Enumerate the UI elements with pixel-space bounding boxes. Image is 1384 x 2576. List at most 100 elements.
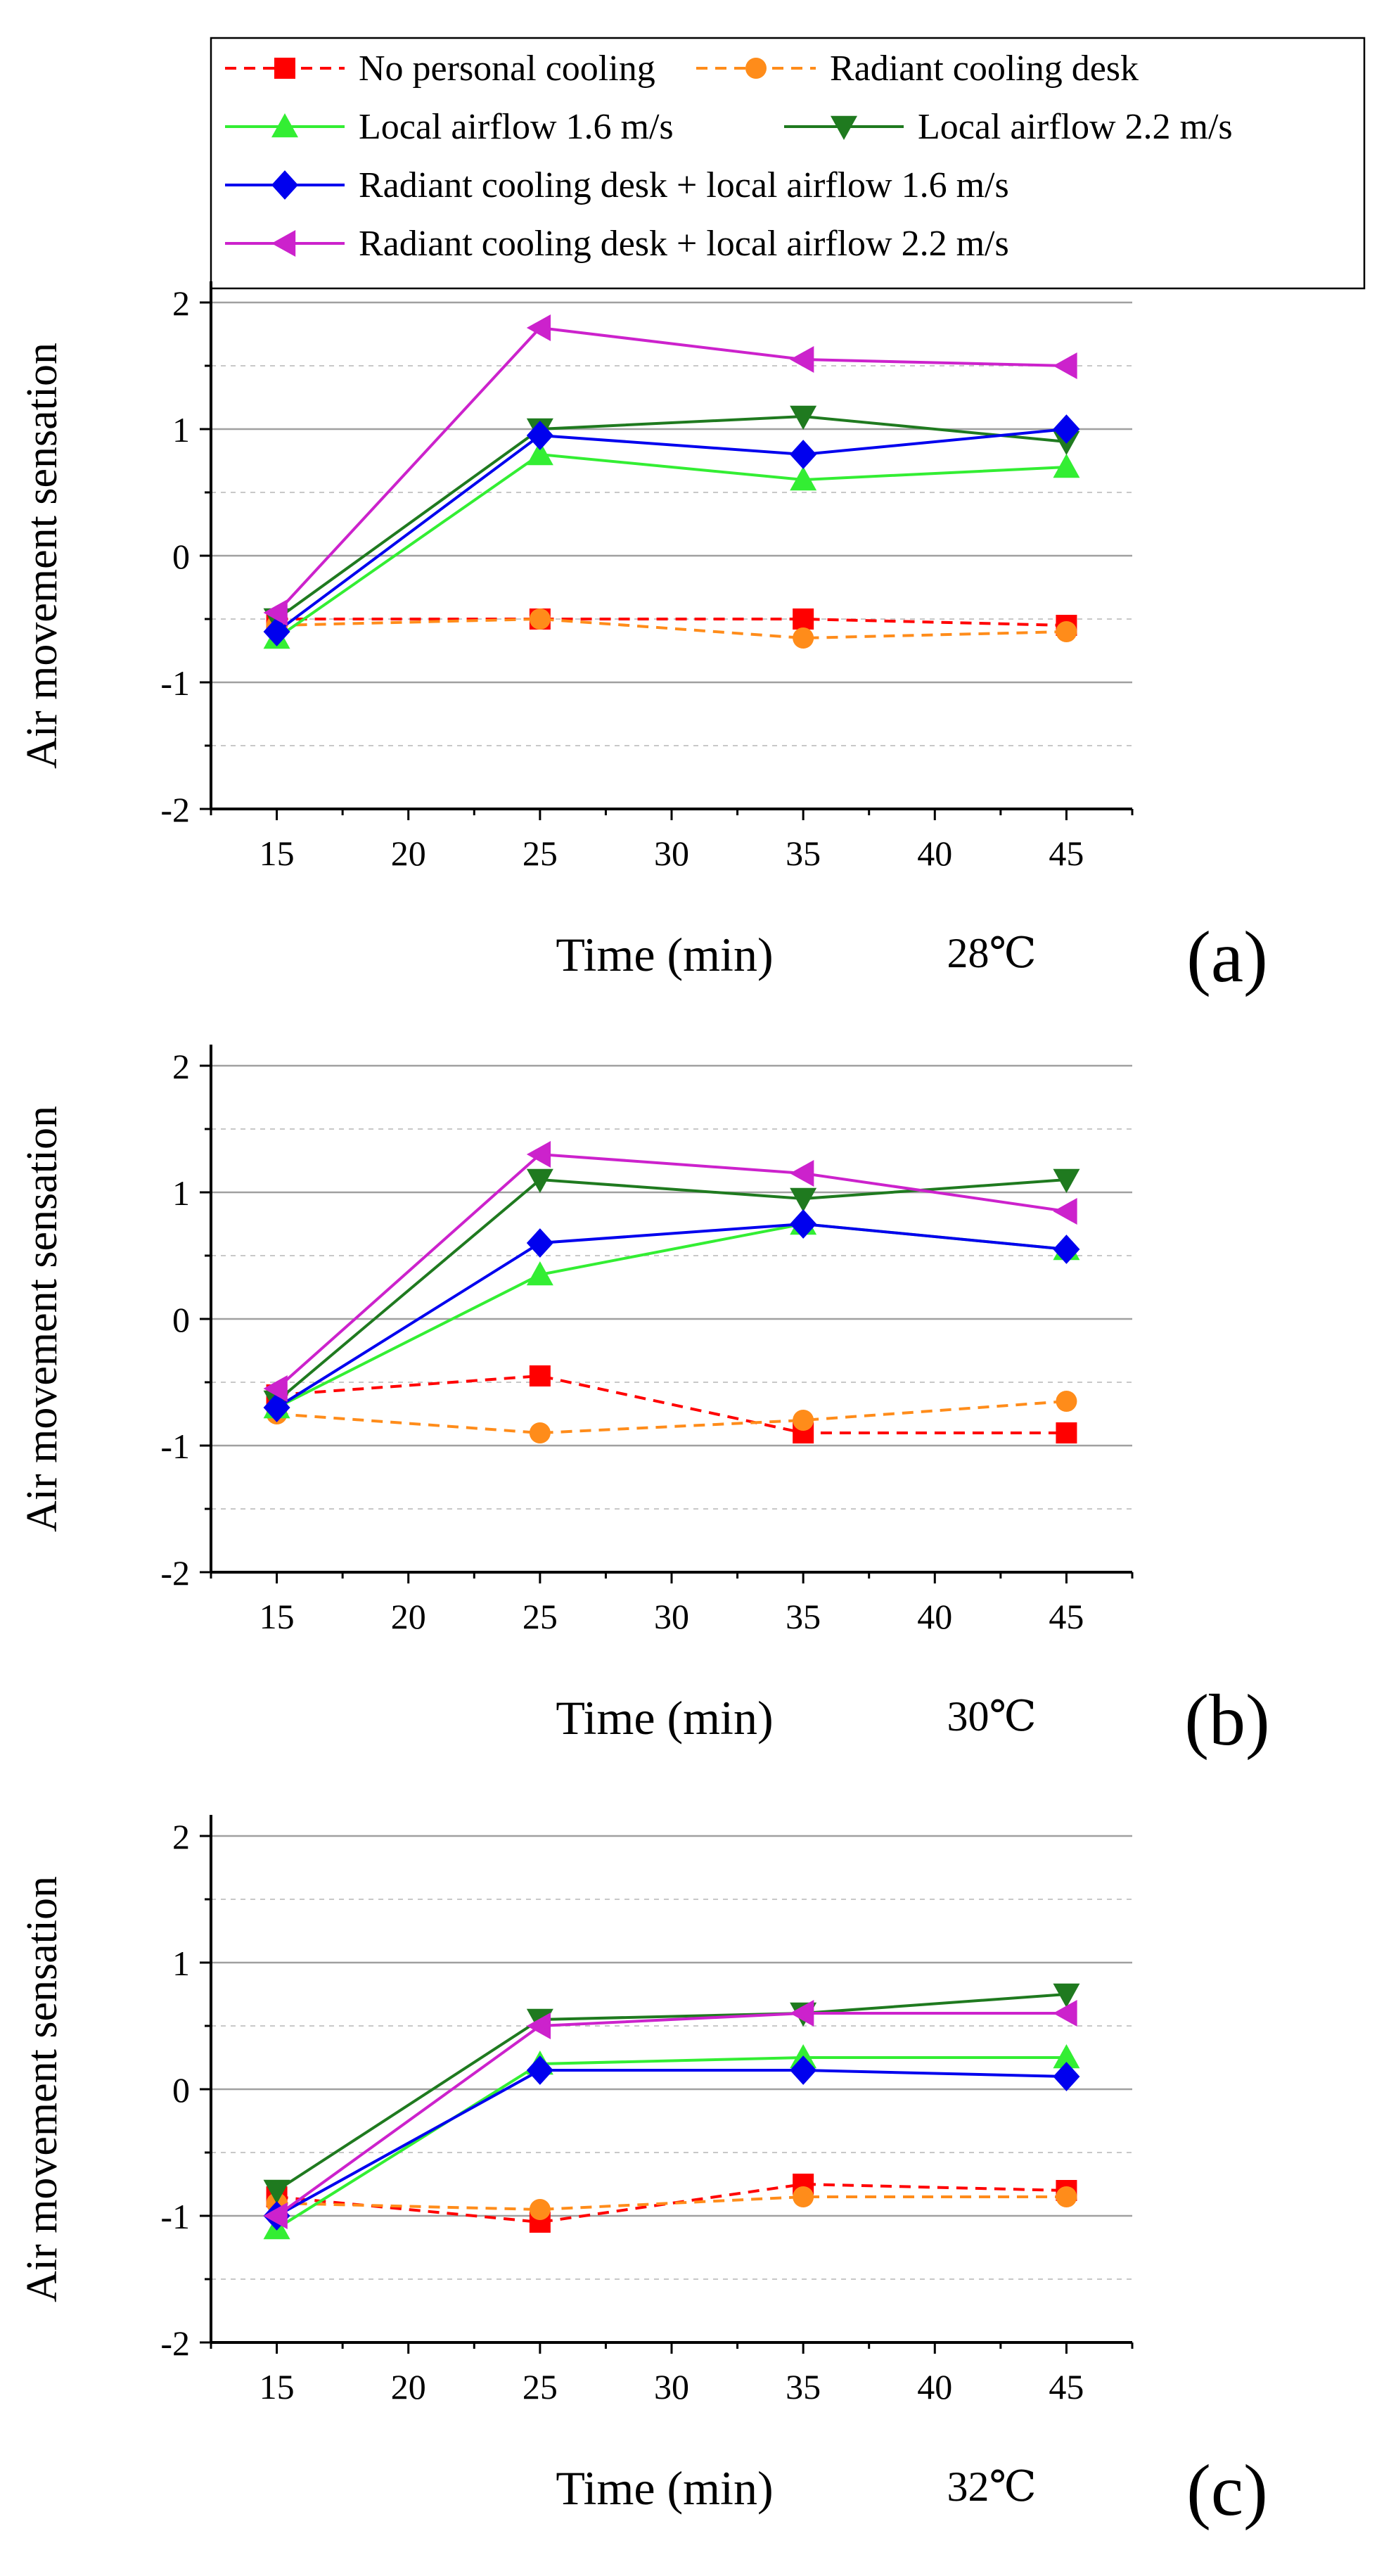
legend-marker (831, 115, 857, 140)
legend-marker (745, 58, 767, 79)
series-5 (263, 1209, 1080, 1422)
x-tick-label: 45 (1049, 1597, 1084, 1636)
temperature-label: 32℃ (947, 2463, 1036, 2510)
data-point (1053, 1198, 1077, 1225)
series-line (276, 1178, 1067, 1403)
x-tick-label: 35 (786, 1597, 821, 1636)
data-point (263, 2179, 290, 2204)
data-point (1053, 1168, 1080, 1193)
y-tick-label: -1 (160, 2197, 190, 2236)
series-2 (266, 1391, 1077, 1443)
data-point (526, 1261, 553, 1286)
gridlines (211, 301, 1132, 746)
series-1 (266, 1365, 1077, 1443)
chart-panel-c: -2 -1 0 1 2 15 20 25 30 35 40 45 Air movement sensat… (18, 1815, 1268, 2531)
series-3 (263, 1211, 1080, 1419)
x-tick-label: 25 (523, 1597, 558, 1636)
data-point (526, 441, 553, 466)
data-point (529, 1365, 551, 1386)
data-point (526, 421, 553, 450)
x-tick-label: 35 (786, 2367, 821, 2406)
temperature-label: 28℃ (947, 930, 1036, 976)
data-point (790, 466, 817, 491)
data-point (1053, 352, 1077, 379)
y-tick-label: 0 (172, 1300, 190, 1339)
series-line (276, 1993, 1067, 2192)
series-line (276, 326, 1067, 614)
series-5 (263, 2055, 1080, 2231)
series-3 (263, 441, 1080, 649)
y-tick-label: -2 (160, 1553, 190, 1593)
legend-label: Local airflow 1.6 m/s (359, 107, 674, 147)
series-line (276, 2069, 1067, 2217)
data-point (263, 599, 288, 626)
x-tick-label: 40 (917, 1597, 952, 1636)
series-6 (263, 314, 1077, 626)
data-point (790, 1187, 817, 1212)
series-6 (263, 1141, 1077, 1402)
x-tick-label: 45 (1049, 834, 1084, 873)
panel-label: (a) (1186, 917, 1267, 997)
data-point (526, 1141, 551, 1168)
data-point (790, 440, 817, 469)
legend-item: Radiant cooling desk (696, 49, 1139, 89)
series-line (276, 1222, 1067, 1409)
series-line (276, 1374, 1067, 1434)
data-point (526, 1168, 553, 1193)
x-tick-label: 30 (654, 834, 689, 873)
legend-marker (271, 113, 298, 138)
data-point (793, 608, 814, 630)
data-point (1056, 1422, 1077, 1443)
chart-panel-a: -2 -1 0 1 2 15 20 25 30 35 40 45 Air movement sensat… (18, 281, 1268, 997)
x-axis-title: Time (min) (556, 1691, 773, 1745)
series-2 (266, 2186, 1077, 2220)
x-tick-label: 25 (523, 834, 558, 873)
y-tick-label: -1 (160, 663, 190, 703)
gridlines (211, 1064, 1132, 1510)
panel-label: (c) (1186, 2450, 1267, 2531)
legend-label: No personal cooling (359, 49, 655, 89)
y-tick-label: 0 (172, 2070, 190, 2110)
x-tick-label: 40 (917, 2367, 952, 2406)
data-point (1053, 414, 1080, 444)
legend-marker (271, 230, 296, 257)
y-tick-label: 1 (172, 1944, 190, 1983)
y-tick-label: 2 (172, 1817, 190, 1856)
y-tick-label: 0 (172, 537, 190, 576)
data-point (263, 1393, 290, 1422)
series-line (276, 428, 1067, 633)
data-point (790, 346, 814, 373)
legend-marker (271, 170, 298, 200)
legend-item: Local airflow 2.2 m/s (784, 107, 1233, 147)
series-line (276, 452, 1067, 639)
y-axis-title: Air movement sensation (18, 1876, 66, 2302)
data-point (263, 617, 290, 646)
y-tick-label: 2 (172, 283, 190, 323)
data-point (526, 2055, 553, 2085)
x-axis-title: Time (min) (556, 928, 773, 981)
data-point (1053, 1235, 1080, 1264)
legend-label: Local airflow 2.2 m/s (918, 107, 1233, 147)
data-point (793, 1410, 814, 1431)
data-point (1053, 2044, 1080, 2069)
x-tick-label: 15 (260, 2367, 295, 2406)
panel-label: (b) (1184, 1680, 1269, 1761)
y-tick-label: 1 (172, 1173, 190, 1213)
legend-item: Local airflow 1.6 m/s (225, 107, 674, 147)
x-tick-label: 20 (391, 2367, 426, 2406)
y-tick-label: -1 (160, 1427, 190, 1466)
data-point (526, 2013, 551, 2039)
series-line (276, 1222, 1067, 1409)
data-point (1053, 2062, 1080, 2091)
legend-item: No personal cooling (225, 49, 655, 89)
data-point (1056, 1391, 1077, 1412)
data-point (1056, 2186, 1077, 2207)
legend-marker (274, 58, 295, 79)
legend-label: Radiant cooling desk + local airflow 2.2… (359, 224, 1009, 264)
series-line (276, 2012, 1067, 2217)
data-point (529, 608, 551, 630)
x-tick-label: 30 (654, 2367, 689, 2406)
x-tick-label: 20 (391, 1597, 426, 1636)
x-tick-label: 30 (654, 1597, 689, 1636)
